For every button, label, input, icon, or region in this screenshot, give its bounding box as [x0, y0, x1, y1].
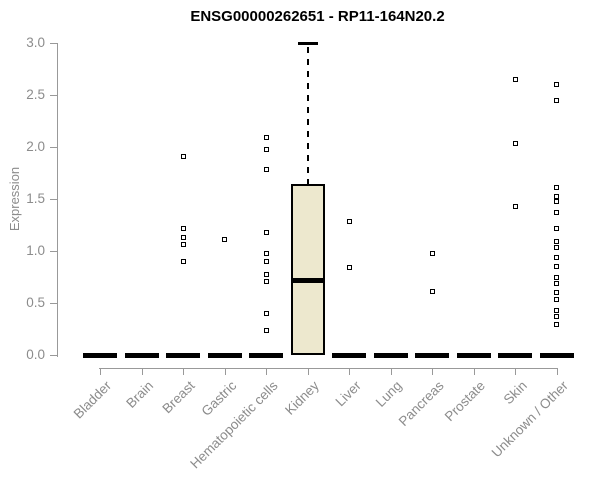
- outlier-point: [554, 274, 559, 280]
- x-tick: [183, 368, 184, 375]
- outlier-point: [512, 203, 518, 209]
- box-iqr: [290, 184, 325, 355]
- collapsed-box-bar: [373, 352, 408, 358]
- y-axis-line: [57, 43, 58, 357]
- outlier-point: [554, 210, 559, 216]
- outlier-point: [180, 242, 186, 248]
- x-tick: [224, 368, 226, 375]
- outlier-point: [554, 307, 559, 313]
- outlier-point: [180, 234, 186, 240]
- outlier-point: [263, 278, 269, 284]
- x-axis-line: [99, 368, 558, 369]
- y-tick-label: 2.5: [26, 87, 45, 102]
- outlier-point: [263, 146, 269, 152]
- x-tick: [141, 368, 143, 375]
- outlier-point: [346, 219, 352, 225]
- collapsed-box-bar: [415, 352, 449, 358]
- y-tick: [50, 199, 57, 200]
- outlier-point: [554, 245, 559, 251]
- outlier-point: [554, 297, 559, 303]
- outlier-point: [429, 250, 435, 256]
- outlier-point: [554, 280, 559, 286]
- y-tick-label: 3.0: [26, 35, 45, 50]
- collapsed-box-bar: [124, 352, 159, 358]
- y-tick: [50, 43, 57, 44]
- x-category-label-text: Prostate: [441, 378, 489, 425]
- collapsed-box-bar: [539, 352, 574, 358]
- y-tick: [50, 147, 57, 148]
- outlier-point: [554, 322, 559, 328]
- collapsed-box-bar: [249, 352, 283, 358]
- x-category-label-text: Pancreas: [395, 378, 447, 429]
- x-category-label-text: Brain: [123, 378, 157, 411]
- outlier-point: [180, 153, 186, 159]
- x-tick: [515, 368, 516, 375]
- outlier-point: [180, 258, 186, 264]
- x-tick: [307, 368, 309, 375]
- y-tick-label: 0.0: [26, 347, 45, 362]
- outlier-point: [263, 310, 269, 316]
- x-category-label-text: Unknown / Other: [488, 378, 572, 461]
- y-tick: [50, 251, 57, 252]
- y-tick: [50, 355, 57, 356]
- x-category-label-text: Kidney: [282, 378, 323, 418]
- outlier-point: [263, 135, 269, 141]
- collapsed-box-bar: [166, 352, 200, 358]
- x-category-label-text: Lung: [373, 378, 406, 410]
- x-category-label-text: Skin: [500, 378, 530, 408]
- chart-title: ENSG00000262651 - RP11-164N20.2: [190, 8, 445, 25]
- collapsed-box-bar: [498, 352, 532, 358]
- outlier-point: [554, 239, 559, 245]
- outlier-point: [554, 290, 559, 296]
- collapsed-box-bar: [83, 352, 117, 358]
- y-tick-label: 0.5: [26, 295, 45, 310]
- x-category-label-text: Gastric: [198, 378, 240, 419]
- collapsed-box-bar: [456, 352, 491, 358]
- upper-whisker: [306, 47, 309, 185]
- outlier-point: [263, 167, 269, 173]
- x-tick: [432, 368, 433, 375]
- y-tick-label: 2.0: [26, 139, 45, 154]
- outlier-point: [554, 225, 559, 231]
- outlier-point: [263, 327, 269, 333]
- outlier-point: [346, 265, 352, 271]
- x-tick: [349, 368, 350, 375]
- collapsed-box-bar: [207, 352, 242, 358]
- outlier-point: [554, 314, 559, 320]
- y-tick: [50, 95, 57, 96]
- outlier-point: [263, 272, 269, 278]
- x-category-label-text: Liver: [332, 378, 364, 410]
- outlier-point: [263, 250, 269, 256]
- x-category-label-text: Breast: [159, 378, 198, 417]
- y-tick-label: 1.5: [26, 191, 45, 206]
- outlier-point: [429, 289, 435, 295]
- outlier-point: [512, 141, 518, 147]
- whisker-cap: [297, 42, 318, 45]
- outlier-point: [512, 76, 518, 82]
- y-tick: [50, 303, 57, 304]
- outlier-point: [554, 97, 559, 103]
- outlier-point: [222, 237, 227, 243]
- x-tick: [100, 368, 101, 375]
- x-category-label-text: Bladder: [71, 378, 115, 422]
- x-tick: [266, 368, 267, 375]
- y-tick-label: 1.0: [26, 243, 45, 258]
- outlier-point: [554, 198, 559, 204]
- outlier-point: [554, 82, 559, 88]
- outlier-point: [554, 185, 559, 191]
- outlier-point: [263, 229, 269, 235]
- collapsed-box-bar: [332, 352, 366, 358]
- outlier-point: [554, 254, 559, 260]
- median-line: [290, 277, 325, 283]
- outlier-point: [180, 225, 186, 231]
- x-tick: [473, 368, 475, 375]
- x-tick: [556, 368, 558, 375]
- outlier-point: [554, 264, 559, 270]
- x-tick: [390, 368, 392, 375]
- outlier-point: [263, 258, 269, 264]
